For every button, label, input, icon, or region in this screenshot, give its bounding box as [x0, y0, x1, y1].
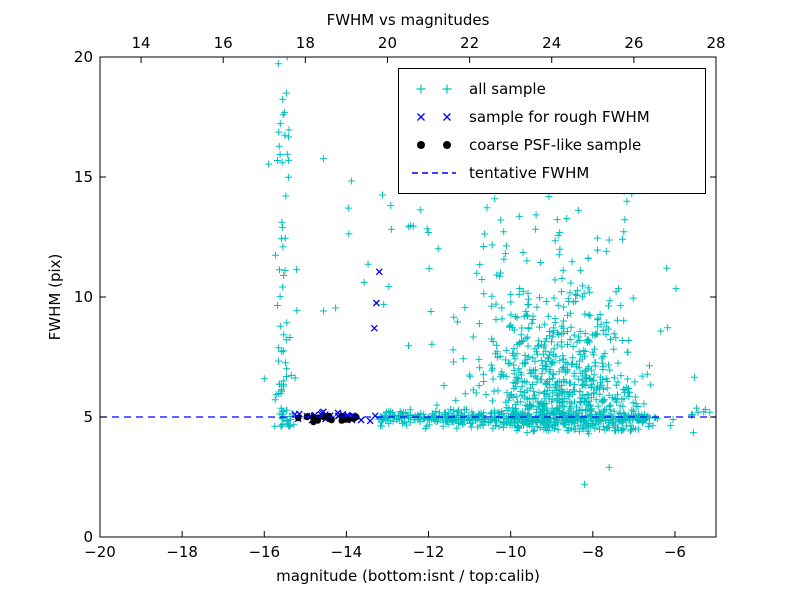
x-tick-label: −18: [166, 543, 198, 561]
dot-marker-icon: [417, 141, 451, 149]
legend-label: coarse PSF-like sample: [469, 136, 642, 154]
y-axis-label: FWHM (pix): [46, 253, 64, 341]
x-tick-label: −16: [248, 543, 280, 561]
y-tick-label: 10: [74, 288, 93, 306]
cross-marker-icon: [417, 113, 451, 121]
legend-label: all sample: [469, 80, 546, 98]
y-tick-label: 20: [74, 48, 93, 66]
x-axis-label: magnitude (bottom:isnt / top:calib): [276, 567, 540, 585]
legend-entry-rough-fwhm: sample for rough FWHM: [399, 103, 705, 131]
top-tick-label: 20: [378, 34, 397, 52]
legend-entry-tentative-fwhm: tentative FWHM: [399, 159, 705, 187]
x-tick-label: −14: [331, 543, 363, 561]
y-tick-label: 5: [83, 408, 93, 426]
top-tick-label: 16: [214, 34, 233, 52]
chart-title: FWHM vs magnitudes: [326, 11, 490, 29]
top-tick-label: 24: [542, 34, 561, 52]
legend: all sample sample for rough FWHM coarse …: [398, 68, 706, 194]
top-tick-label: 18: [296, 34, 315, 52]
top-tick-label: 28: [706, 34, 725, 52]
legend-entry-psf-like: coarse PSF-like sample: [399, 131, 705, 159]
legend-entry-all-sample: all sample: [399, 75, 705, 103]
legend-label: sample for rough FWHM: [469, 108, 650, 126]
top-tick-label: 14: [132, 34, 151, 52]
x-tick-label: −6: [664, 543, 686, 561]
legend-label: tentative FWHM: [469, 164, 590, 182]
x-tick-label: −10: [495, 543, 527, 561]
scatter-sample-for-rough-fwhm: [291, 268, 383, 425]
top-tick-label: 22: [460, 34, 479, 52]
y-tick-label: 15: [74, 168, 93, 186]
plus-marker-icon: [416, 84, 452, 94]
y-tick-label: 0: [83, 528, 93, 546]
x-tick-label: −8: [582, 543, 604, 561]
top-tick-label: 26: [624, 34, 643, 52]
scatter-all-sample: [260, 57, 714, 488]
x-tick-label: −12: [413, 543, 445, 561]
plot-area: [100, 57, 716, 488]
x-tick-label: −20: [84, 543, 116, 561]
dashed-line-icon: [412, 172, 456, 174]
